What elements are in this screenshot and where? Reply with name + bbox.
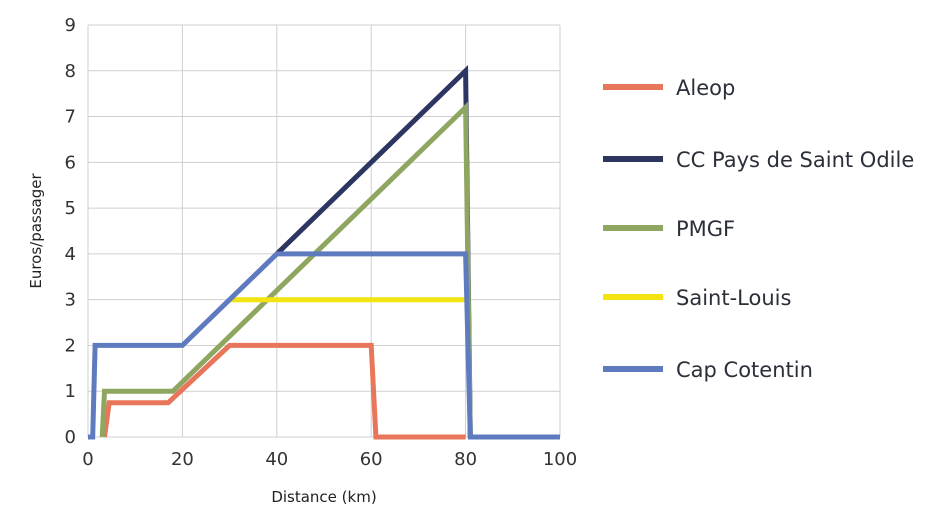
legend-label: Saint-Louis: [676, 286, 791, 310]
y-tick-label: 0: [65, 427, 76, 448]
x-axis-title: Distance (km): [271, 488, 376, 506]
y-tick-label: 7: [65, 107, 76, 128]
x-tick-label: 40: [265, 449, 288, 470]
legend-label: Cap Cotentin: [676, 358, 813, 382]
y-tick-label: 6: [65, 152, 76, 173]
legend-label: PMGF: [676, 217, 735, 241]
y-axis-title: Euros/passager: [27, 173, 45, 289]
grid: [87, 24, 561, 438]
series-line-1: [102, 342, 466, 440]
x-tick-label: 60: [360, 449, 383, 470]
y-tick-label: 3: [65, 290, 76, 311]
series-line-5: [88, 251, 560, 440]
x-tick-label: 20: [171, 449, 194, 470]
x-tick-label: 0: [82, 449, 93, 470]
y-tick-label: 1: [65, 381, 76, 402]
legend: Aleop CC Pays de Saint Odile PMGF Saint-Lou…: [603, 76, 914, 382]
y-tick-label: 2: [65, 335, 76, 356]
axes: 0 1 2 3 4 5 6 7 8 9 0 20 40 60 80 100: [65, 15, 578, 470]
y-tick-label: 9: [65, 15, 76, 36]
x-tick-label: 100: [543, 449, 577, 470]
y-tick-label: 4: [65, 244, 76, 265]
x-tick-label: 80: [454, 449, 477, 470]
series-line-3: [99, 101, 473, 438]
legend-label: Aleop: [676, 76, 735, 100]
y-tick-label: 5: [65, 198, 76, 219]
series-lines: [88, 64, 560, 440]
y-tick-label: 8: [65, 61, 76, 82]
legend-label: CC Pays de Saint Odile: [676, 148, 914, 172]
